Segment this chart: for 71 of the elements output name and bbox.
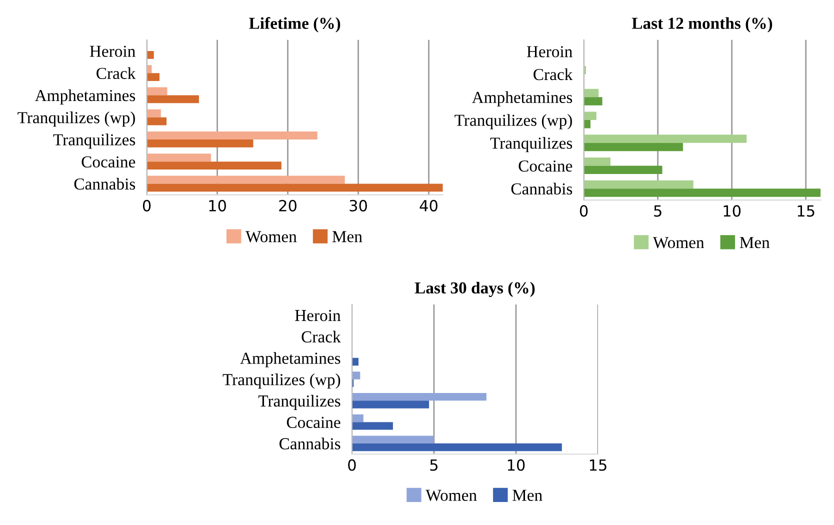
bar: [146, 109, 161, 118]
bar: [584, 157, 610, 166]
bar: [352, 400, 430, 408]
legend-label: Women: [246, 231, 297, 242]
legend-label: Men: [512, 490, 542, 501]
bar: [146, 184, 443, 192]
y-tick-label: Cannabis: [74, 178, 136, 190]
bar: [146, 176, 345, 184]
x-tick-label: 10: [508, 459, 525, 471]
y-tick-label: Crack: [96, 67, 136, 80]
bar: [584, 112, 596, 120]
x-tick-label: 5: [654, 205, 662, 217]
bar: [146, 95, 199, 104]
y-tick-label: Heroin: [295, 310, 341, 322]
y-tick-label: Crack: [302, 330, 341, 343]
y-tick-label: Amphetamines: [34, 89, 136, 105]
y-tick-label: Cannabis: [279, 438, 340, 450]
legend-label: Men: [740, 237, 770, 248]
x-tick-label: 15: [590, 459, 606, 471]
bar: [146, 139, 254, 148]
y-tick-label: Cocaine: [518, 160, 572, 172]
bar: [146, 117, 167, 126]
bar: [146, 73, 160, 82]
x-tick-label: 0: [348, 459, 356, 471]
bar: [584, 142, 683, 152]
y-tick-label: Crack: [534, 68, 573, 80]
y-tick-label: Tranquilizes (wp): [18, 112, 135, 127]
x-tick-label: 40: [420, 200, 438, 212]
x-tick-label: 15: [798, 205, 814, 217]
x-tick-label: 10: [724, 205, 741, 217]
bar: [352, 443, 562, 452]
y-tick-label: Tranquilizes: [53, 134, 136, 149]
y-tick-label: Heroin: [90, 46, 136, 57]
y-tick-label: Cocaine: [286, 416, 340, 428]
y-tick-label: Tranquilizes (wp): [454, 114, 572, 130]
bar: [584, 134, 747, 143]
x-tick-label: 30: [350, 200, 367, 212]
bar: [584, 88, 599, 98]
bar: [584, 188, 821, 197]
bar: [352, 392, 486, 401]
chart-title: Last 30 days (%): [414, 282, 535, 297]
y-tick-label: Amphetamines: [472, 91, 572, 106]
bar: [584, 180, 694, 189]
legend-label: Women: [652, 237, 704, 248]
x-tick-label: 0: [580, 205, 588, 217]
y-tick-label: Amphetamines: [240, 352, 340, 368]
chart-title: Lifetime (%): [249, 17, 340, 32]
x-tick-label: 10: [209, 200, 226, 212]
bar: [146, 154, 211, 162]
legend-label: Women: [426, 490, 477, 501]
bar: [352, 414, 364, 422]
bar: [584, 97, 602, 106]
y-tick-label: Tranquilizes: [258, 394, 340, 410]
bar: [146, 50, 154, 59]
x-tick-label: 20: [279, 200, 296, 212]
bar: [146, 162, 282, 170]
bar: [584, 166, 662, 174]
y-tick-label: Tranquilizes: [490, 137, 572, 152]
legend-label: Men: [332, 231, 362, 242]
bar: [146, 132, 318, 140]
x-tick-label: 5: [430, 459, 438, 471]
bar: [352, 372, 360, 380]
y-tick-label: Cannabis: [511, 182, 572, 195]
y-tick-label: Cocaine: [82, 156, 136, 168]
y-tick-label: Tranquilizes (wp): [222, 374, 340, 389]
y-tick-label: Heroin: [526, 46, 572, 58]
bar: [352, 436, 434, 444]
chart-title: Last 12 months (%): [632, 17, 772, 32]
bar: [352, 422, 393, 430]
x-tick-label: 0: [142, 200, 151, 212]
bar: [146, 87, 168, 96]
